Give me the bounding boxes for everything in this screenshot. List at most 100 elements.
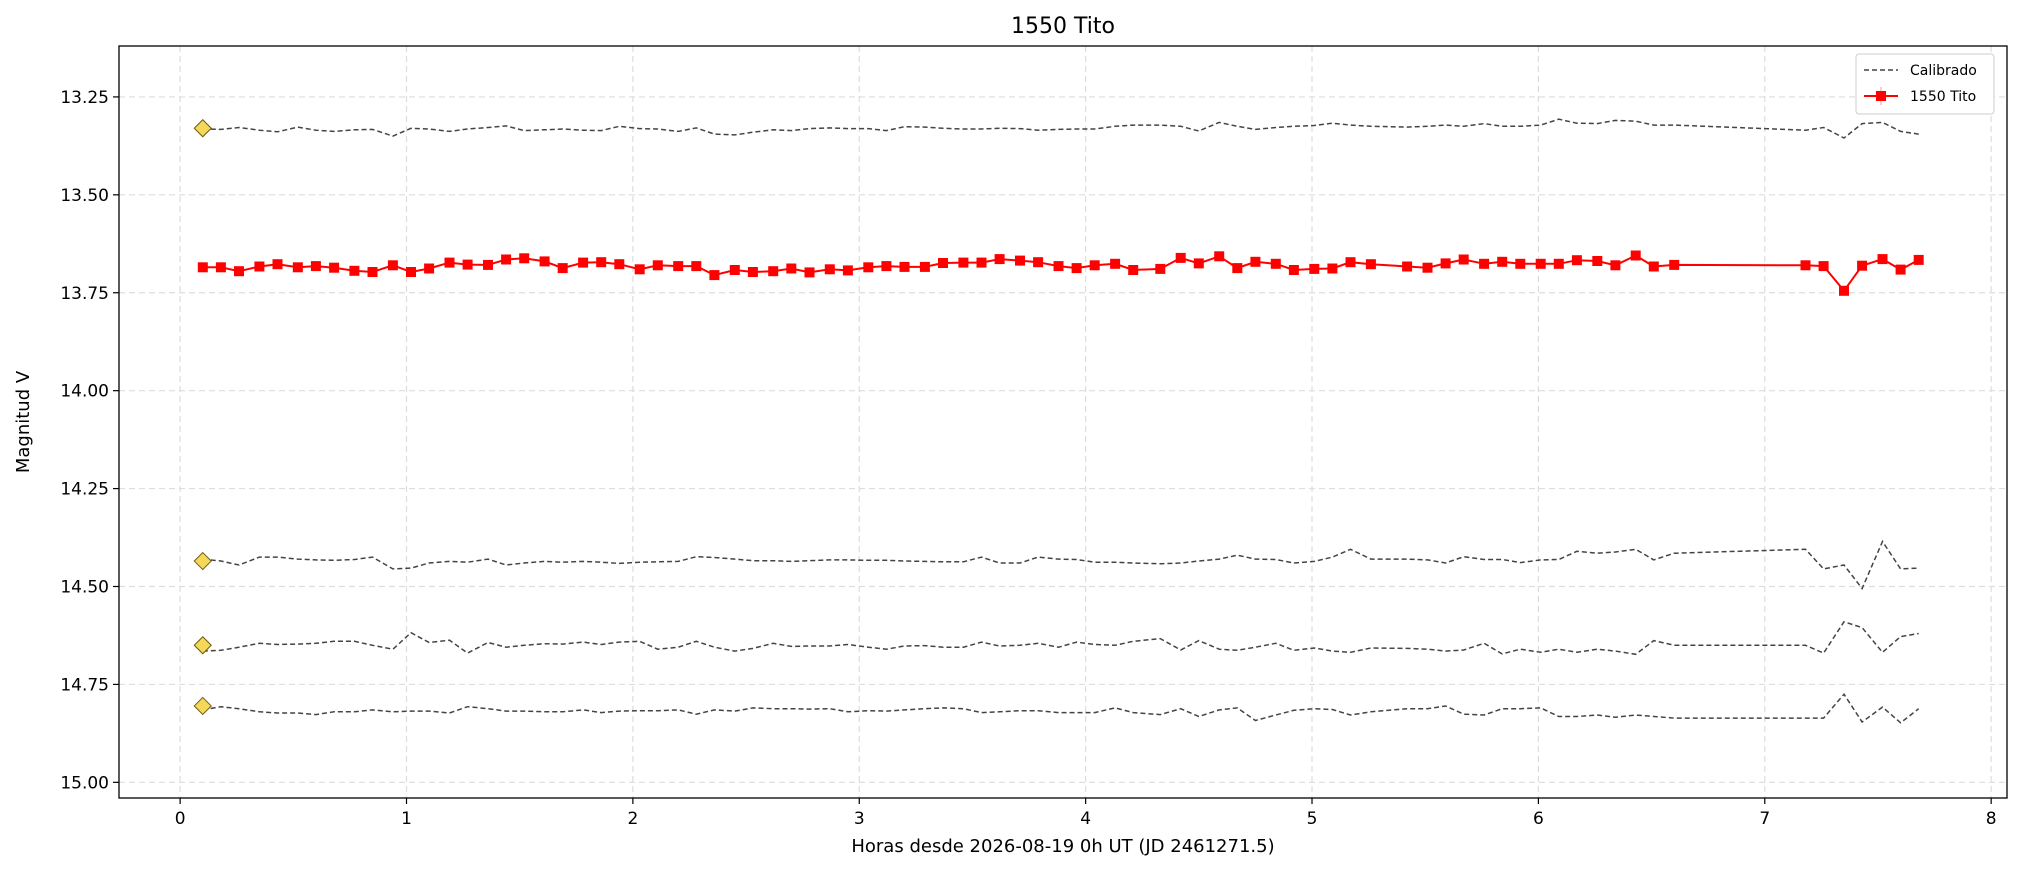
target-point <box>1110 258 1121 269</box>
x-tick-label: 7 <box>1759 809 1770 829</box>
target-point <box>938 258 948 268</box>
calibrated-series-line-3 <box>202 620 1919 656</box>
reference-star-marker <box>193 119 212 138</box>
target-point <box>1053 261 1064 272</box>
target-point <box>958 257 969 268</box>
target-point <box>842 265 853 276</box>
target-point <box>539 256 550 267</box>
plot-frame <box>118 45 2008 799</box>
target-point <box>768 266 779 277</box>
target-point <box>786 263 797 274</box>
grid-lines <box>119 46 2007 798</box>
target-point <box>1422 262 1433 273</box>
target-point <box>1440 258 1451 269</box>
target-point <box>483 259 493 270</box>
target-point <box>1479 258 1490 269</box>
target-point <box>310 261 321 272</box>
y-axis-label: Magnitud V <box>13 370 34 473</box>
target-point <box>1497 256 1508 267</box>
y-tick-label: 14.00 <box>60 382 109 402</box>
target-point <box>1327 263 1338 274</box>
target-point <box>652 260 663 271</box>
target-point <box>1895 264 1906 275</box>
target-point <box>1365 259 1376 270</box>
legend: Calibrado 1550 Tito <box>1855 53 1995 115</box>
target-point <box>367 267 378 277</box>
x-axis-label: Horas desde 2026-08-19 0h UT (JD 2461271… <box>851 836 1274 857</box>
target-point <box>994 254 1005 265</box>
target-point <box>1402 261 1413 272</box>
y-tick-label: 13.25 <box>60 88 109 108</box>
target-point <box>1818 261 1829 272</box>
target-point <box>1250 256 1261 267</box>
target-point <box>578 257 589 268</box>
x-tick-label: 0 <box>175 809 186 829</box>
reference-star-marker <box>193 696 212 716</box>
target-point <box>215 262 226 273</box>
target-point <box>501 254 512 265</box>
target-point <box>1669 259 1680 270</box>
target-point <box>1015 255 1025 266</box>
target-point <box>863 262 874 273</box>
target-point <box>1610 260 1621 271</box>
target-point <box>349 265 360 276</box>
y-tick-label: 14.25 <box>60 480 109 500</box>
target-point <box>1288 265 1299 275</box>
target-point <box>1515 258 1526 269</box>
target-point <box>1089 260 1100 271</box>
target-point <box>254 261 265 272</box>
legend-calibrado-label: Calibrado <box>1910 63 1977 79</box>
y-tick-label: 13.50 <box>60 186 109 206</box>
target-point <box>1071 263 1082 274</box>
y-tick-label: 15.00 <box>60 773 109 793</box>
target-point <box>1913 254 1924 265</box>
target-point <box>709 270 720 281</box>
target-point <box>1128 265 1139 275</box>
target-point <box>1630 250 1641 261</box>
target-point <box>519 253 530 264</box>
target-point <box>197 262 208 273</box>
target-point <box>1553 258 1564 269</box>
target-point <box>462 259 473 270</box>
target-point <box>1175 252 1186 263</box>
target-point <box>747 267 758 277</box>
target-point <box>292 262 303 273</box>
target-point <box>1033 257 1044 268</box>
y-axis: 13.25 13.50 13.75 14.00 14.25 14.50 14.75 15.00 <box>60 88 119 793</box>
target-point <box>1877 254 1888 265</box>
x-tick-label: 3 <box>854 809 865 829</box>
target-point <box>234 266 244 277</box>
target-point <box>1535 258 1546 269</box>
target-point <box>881 261 892 272</box>
target-point <box>329 262 340 273</box>
calibrated-series-line-2 <box>202 539 1919 590</box>
target-point <box>634 264 645 275</box>
target-point <box>1155 263 1166 274</box>
legend-target-marker <box>1876 91 1886 101</box>
target-point <box>899 261 910 272</box>
target-point <box>729 265 740 275</box>
calibrated-series-line-4 <box>202 692 1920 724</box>
y-tick-label: 13.75 <box>60 284 109 304</box>
calibrated-series-line-1 <box>202 118 1919 139</box>
target-point <box>1345 257 1356 268</box>
target-point <box>424 263 435 274</box>
target-point <box>1232 263 1243 274</box>
legend-box <box>1855 53 1995 115</box>
target-point <box>1193 258 1204 269</box>
series-group <box>197 118 1924 724</box>
target-point <box>1857 260 1868 271</box>
target-point <box>1592 256 1603 266</box>
legend-target-label: 1550 Tito <box>1910 89 1976 105</box>
target-point <box>1458 254 1469 265</box>
x-tick-label: 2 <box>627 809 638 829</box>
target-point <box>614 259 625 270</box>
target-point <box>406 267 416 277</box>
target-point <box>596 257 607 268</box>
y-tick-label: 14.50 <box>60 578 109 598</box>
target-point <box>673 261 684 272</box>
x-tick-label: 8 <box>1986 809 1997 829</box>
target-point <box>824 264 835 275</box>
target-point <box>804 267 815 278</box>
x-tick-label: 4 <box>1080 809 1091 829</box>
